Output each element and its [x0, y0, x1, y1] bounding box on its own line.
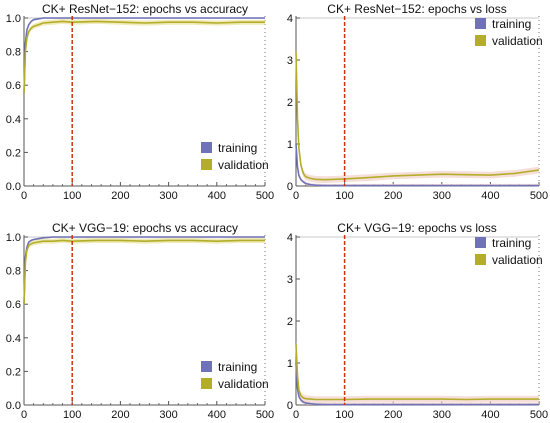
panel-title: CK+ VGG−19: epochs vs accuracy — [52, 221, 238, 235]
legend: training validation — [201, 141, 269, 172]
x-tick-label: 100 — [63, 409, 81, 421]
series-line-training — [23, 17, 265, 94]
x-tick-label: 500 — [530, 409, 548, 421]
y-tick-label: 0.2 — [6, 147, 21, 159]
x-tick-label: 100 — [63, 190, 81, 202]
x-tick-label: 400 — [208, 409, 226, 421]
panel-title: CK+ ResNet−152: epochs vs loss — [327, 2, 506, 16]
y-tick-label: 1 — [287, 139, 293, 151]
y-tick-label: 0.4 — [6, 114, 21, 126]
x-tick-label: 400 — [481, 409, 499, 421]
x-tick-label: 200 — [111, 409, 129, 421]
band-validation — [24, 18, 265, 97]
y-tick-label: 4 — [287, 232, 293, 244]
y-tick-label: 4 — [287, 13, 293, 25]
x-tick-label: 400 — [481, 190, 499, 202]
y-tick-label: 0.6 — [6, 299, 21, 311]
band-validation — [296, 48, 539, 184]
panel-2: CK+ ResNet−152: epochs vs loss 0 100 200 300… — [287, 2, 548, 202]
x-tick-label: 300 — [159, 409, 177, 421]
x-tick-label: 400 — [208, 190, 226, 202]
legend-swatch-validation — [201, 378, 212, 389]
x-tick-label: 300 — [433, 190, 451, 202]
band-validation — [24, 237, 265, 307]
x-tick-label: 100 — [335, 190, 353, 202]
x-tick-label: 500 — [530, 190, 548, 202]
band-training — [24, 18, 265, 95]
legend-label-training: training — [492, 236, 531, 250]
legend-label-validation: validation — [492, 34, 543, 48]
legend-label-training: training — [218, 360, 257, 374]
y-tick-label: 0.6 — [6, 80, 21, 92]
y-tick-label: 0.0 — [6, 181, 21, 193]
legend-swatch-training — [475, 18, 486, 29]
panel-title: CK+ ResNet−152: epochs vs accuracy — [42, 2, 248, 16]
legend-swatch-validation — [475, 35, 486, 46]
x-tick-label: 200 — [384, 190, 402, 202]
x-tick-label: 100 — [335, 409, 353, 421]
y-tick-label: 2 — [287, 97, 293, 109]
legend-label-validation: validation — [218, 158, 269, 172]
panel-4: CK+ VGG−19: epochs vs loss 0 100 200 300 400 5… — [287, 221, 548, 421]
y-tick-label: 1.0 — [6, 232, 21, 244]
x-tick-label: 500 — [256, 409, 274, 421]
series-line-training — [295, 362, 539, 406]
y-tick-label: 0 — [287, 181, 293, 193]
x-tick-label: 500 — [256, 190, 274, 202]
y-tick-label: 1 — [287, 358, 293, 370]
y-tick-label: 0.4 — [6, 333, 21, 345]
legend-swatch-training — [475, 237, 486, 248]
legend-label-validation: validation — [492, 253, 543, 267]
y-tick-label: 1.0 — [6, 13, 21, 25]
legend-swatch-validation — [201, 159, 212, 170]
legend-swatch-validation — [475, 254, 486, 265]
x-tick-label: 300 — [159, 190, 177, 202]
y-tick-label: 0.0 — [6, 400, 21, 412]
legend-label-validation: validation — [218, 377, 269, 391]
panel-title: CK+ VGG−19: epochs vs loss — [337, 221, 496, 235]
y-tick-label: 3 — [287, 274, 293, 286]
series-line-validation — [23, 20, 265, 94]
series-line-validation — [295, 51, 540, 181]
band-validation — [296, 340, 539, 403]
y-tick-label: 2 — [287, 316, 293, 328]
y-tick-label: 0.8 — [6, 47, 21, 59]
series-line-validation — [23, 239, 265, 305]
legend-swatch-training — [201, 361, 212, 372]
series-line-validation — [295, 344, 539, 401]
y-tick-label: 0 — [287, 400, 293, 412]
y-tick-label: 3 — [287, 55, 293, 67]
legend-label-training: training — [218, 141, 257, 155]
legend: training validation — [201, 360, 269, 391]
legend: training validation — [475, 17, 543, 48]
x-tick-label: 0 — [293, 409, 299, 421]
series-line-training — [23, 236, 265, 305]
x-tick-label: 200 — [111, 190, 129, 202]
legend: training validation — [475, 236, 543, 267]
x-tick-label: 0 — [293, 190, 299, 202]
series-line-training — [295, 143, 539, 187]
legend-label-training: training — [492, 17, 531, 31]
band-training — [24, 237, 265, 306]
panel-1: CK+ ResNet−152: epochs vs accuracy 0 100 20… — [6, 2, 274, 202]
x-tick-label: 300 — [433, 409, 451, 421]
x-tick-label: 200 — [384, 409, 402, 421]
legend-swatch-training — [201, 142, 212, 153]
panel-3: CK+ VGG−19: epochs vs accuracy 0 100 200 300… — [6, 221, 274, 421]
x-tick-label: 0 — [21, 409, 27, 421]
y-tick-label: 0.2 — [6, 366, 21, 378]
y-tick-label: 0.8 — [6, 266, 21, 278]
x-tick-label: 0 — [21, 190, 27, 202]
